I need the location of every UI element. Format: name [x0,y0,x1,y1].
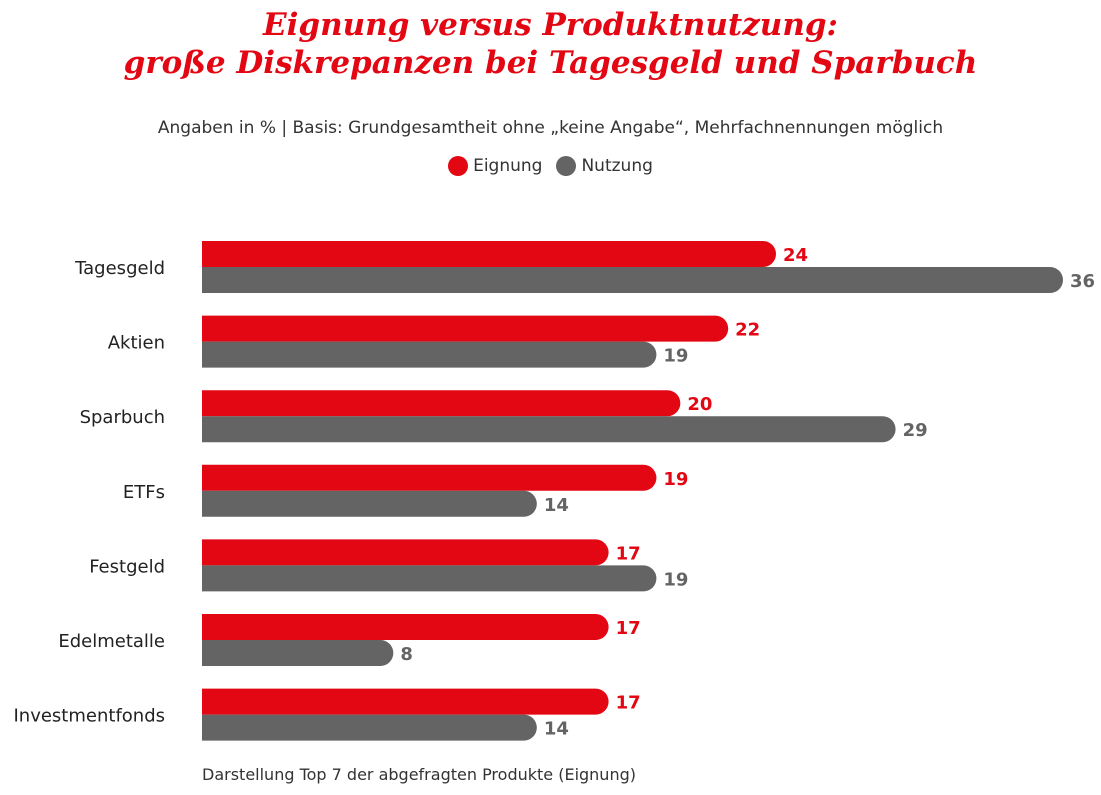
title-line-2: große Diskrepanzen bei Tagesgeld und Spa… [123,45,978,81]
data-label: 29 [903,420,928,441]
legend-label: Eignung [473,156,543,176]
title-line-1: Eignung versus Produktnutzung: [263,7,838,43]
data-label: 22 [735,320,760,341]
data-label: 14 [544,495,569,516]
legend-label: Nutzung [581,156,653,176]
category-label: Sparbuch [80,407,165,428]
data-label: 8 [400,644,413,665]
bar-nutzung [202,416,896,443]
data-label: 19 [663,346,688,367]
category-label: Edelmetalle [58,631,165,652]
data-label: 36 [1070,271,1095,292]
legend: Eignung Nutzung [0,156,1101,176]
bar-eignung [202,241,776,267]
data-label: 17 [616,543,641,564]
bar-nutzung [202,490,537,517]
data-label: 17 [616,618,641,639]
legend-swatch [448,156,469,176]
bar-nutzung [202,640,394,666]
bar-eignung [202,688,609,715]
data-label: 14 [544,719,569,740]
bar-eignung [202,464,657,491]
chart-title: Eignung versus Produktnutzung: große Dis… [0,6,1101,82]
category-label: Aktien [108,333,165,354]
bar-eignung [202,539,609,566]
chart-footnote: Darstellung Top 7 der abgefragten Produk… [202,765,636,784]
data-label: 19 [663,469,688,490]
bar-nutzung [202,267,1063,293]
legend-item-nutzung: Nutzung [556,156,653,176]
category-label: ETFs [123,482,165,503]
category-label: Tagesgeld [74,258,165,279]
legend-swatch [556,156,577,176]
bar-eignung [202,390,681,417]
bar-eignung [202,614,609,640]
bar-nutzung [202,565,657,592]
data-label: 17 [616,693,641,714]
bar-nutzung [202,714,537,741]
category-label: Festgeld [89,556,165,577]
data-label: 24 [783,245,808,266]
bar-nutzung [202,341,657,368]
data-label: 19 [663,569,688,590]
data-label: 20 [687,394,712,415]
category-label: Investmentfonds [13,706,165,727]
legend-item-eignung: Eignung [448,156,542,176]
chart-subtitle: Angaben in % | Basis: Grundgesamtheit oh… [157,118,944,138]
bar-eignung [202,315,729,342]
